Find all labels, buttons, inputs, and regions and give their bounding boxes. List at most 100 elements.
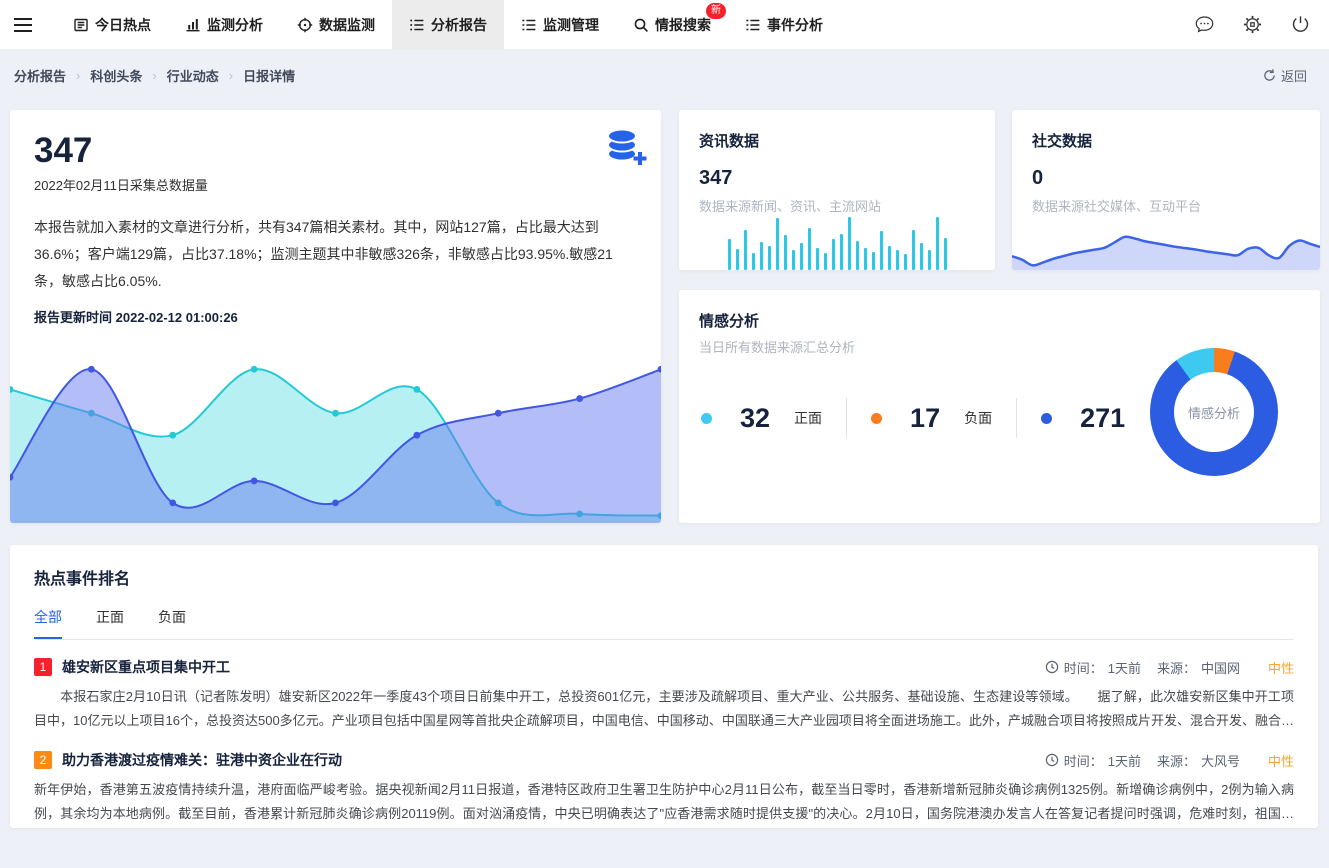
event-summary: 新年伊始，香港第五波疫情持续升温，港府面临严峻考验。据央视新闻2月11日报道，香… (34, 782, 1294, 821)
negative-count: 17 (910, 402, 941, 433)
collect-trend-area-chart (10, 365, 661, 523)
news-count: 347 (699, 167, 733, 189)
hot-events-ranking-card: 热点事件排名 全部 正面 负面 1 雄安新区重点项目集中开工 时间： 1天前 来源… (10, 545, 1318, 828)
message-icon[interactable] (1193, 14, 1215, 36)
event-meta: 时间： 1天前 来源： 大风号 中性 (1045, 751, 1294, 770)
bar (831, 239, 835, 270)
card-subtitle: 数据来源社交媒体、互动平台 (1032, 199, 1202, 214)
event-meta: 时间： 1天前 来源： 中国网 中性 (1045, 658, 1294, 677)
bar (759, 242, 763, 270)
bar (815, 248, 819, 270)
bar (743, 230, 747, 270)
sentiment-tag: 中性 (1267, 753, 1294, 769)
nav-item-label: 今日热点 (95, 16, 151, 33)
bar (847, 217, 851, 270)
sentiment-tag: 中性 (1267, 660, 1294, 676)
bar (863, 248, 867, 270)
breadcrumb-separator: › (76, 67, 81, 83)
negative-label: 负面 (964, 410, 993, 426)
bar (919, 243, 923, 270)
header-actions (1193, 14, 1329, 36)
bar (839, 234, 843, 270)
page-content: 分析报告 › 科创头条 › 行业动态 › 日报详情 返回 347 2022年02… (0, 50, 1329, 828)
card-subtitle: 当日所有数据来源汇总分析 (699, 340, 856, 355)
nav-item-intel-search[interactable]: 情报搜索 新 (616, 0, 728, 50)
nav-item-label: 情报搜索 (655, 16, 711, 33)
bar (871, 252, 875, 270)
stat-negative: 17 负面 (871, 403, 992, 434)
card-title: 社交数据 (1032, 133, 1093, 150)
nav-item-data-monitor[interactable]: 数据监测 (280, 0, 392, 50)
event-title[interactable]: 雄安新区重点项目集中开工 (62, 659, 230, 675)
news-data-card: 资讯数据 347 数据来源新闻、资讯、主流网站 (679, 110, 995, 270)
positive-count: 32 (740, 402, 771, 433)
total-count: 347 (34, 131, 93, 170)
breadcrumb-item[interactable]: 科创头条 (90, 68, 143, 84)
bar-chart-icon (185, 17, 201, 33)
nav-item-event-analysis[interactable]: 事件分析 (728, 0, 840, 50)
bar (823, 253, 827, 270)
target-icon (297, 17, 313, 33)
refresh-icon (1264, 68, 1275, 81)
bar (879, 231, 883, 270)
collect-date-label: 2022年02月11日采集总数据量 (34, 177, 208, 193)
card-title: 情感分析 (699, 313, 760, 330)
bar (735, 249, 739, 270)
tab-positive[interactable]: 正面 (96, 609, 124, 625)
search-icon (633, 17, 649, 33)
settings-gear-icon[interactable] (1241, 14, 1263, 36)
power-icon[interactable] (1289, 14, 1311, 36)
news-icon (73, 17, 89, 33)
nav-item-label: 监测管理 (543, 16, 599, 33)
breadcrumb-separator: › (152, 67, 157, 83)
report-list-icon (409, 17, 425, 33)
ranking-item: 2 助力香港渡过疫情难关：驻港中资企业在行动 时间： 1天前 来源： 大风号 中性 … (34, 750, 1294, 826)
bar (895, 250, 899, 270)
sentiment-analysis-card: 情感分析 当日所有数据来源汇总分析 32 正面 17 负面 271 中性 (679, 290, 1320, 523)
breadcrumb-item[interactable]: 行业动态 (166, 68, 219, 84)
breadcrumb: 分析报告 › 科创头条 › 行业动态 › 日报详情 返回 (0, 50, 1329, 100)
tab-all[interactable]: 全部 (34, 607, 62, 639)
clock-icon (1045, 753, 1058, 767)
nav-item-monitor-manage[interactable]: 监测管理 (504, 0, 616, 50)
neutral-dot (1041, 412, 1053, 424)
bar (751, 253, 755, 270)
bar (887, 246, 891, 270)
social-data-card: 社交数据 0 数据来源社交媒体、互动平台 (1012, 110, 1320, 270)
nav-item-label: 分析报告 (431, 16, 487, 33)
bar (807, 228, 811, 270)
rank-badge: 1 (34, 658, 52, 676)
breadcrumb-item[interactable]: 分析报告 (14, 68, 67, 84)
ranking-tabs: 全部 正面 负面 (34, 607, 1294, 640)
nav-item-hot-today[interactable]: 今日热点 (56, 0, 168, 50)
donut-center-label: 情感分析 (1174, 372, 1254, 452)
clock-icon (1045, 660, 1058, 674)
bar (799, 243, 803, 270)
event-title[interactable]: 助力香港渡过疫情难关：驻港中资企业在行动 (62, 752, 342, 768)
nav-item-analysis-report[interactable]: 分析报告 (392, 0, 504, 50)
card-subtitle: 数据来源新闻、资讯、主流网站 (699, 199, 882, 214)
tab-negative[interactable]: 负面 (158, 609, 186, 625)
nav-item-monitor-analysis[interactable]: 监测分析 (168, 0, 280, 50)
bar (935, 217, 939, 270)
menu-toggle-icon[interactable] (0, 0, 46, 50)
news-bar-chart (679, 214, 995, 270)
back-button[interactable]: 返回 (1263, 66, 1315, 85)
back-label: 返回 (1280, 68, 1307, 84)
ranking-title: 热点事件排名 (34, 571, 131, 588)
nav-item-label: 数据监测 (319, 16, 375, 33)
bar (903, 254, 907, 270)
breadcrumb-separator: › (228, 67, 234, 83)
bar (775, 218, 779, 270)
bar (767, 246, 771, 270)
daily-summary-card: 347 2022年02月11日采集总数据量 本报告就加入素材的文章进行分析，共有… (10, 110, 661, 523)
social-line-chart (1012, 235, 1320, 270)
neutral-count: 271 (1080, 402, 1126, 433)
positive-label: 正面 (794, 410, 823, 426)
nav-item-label: 监测分析 (207, 16, 263, 33)
positive-dot (701, 412, 712, 424)
report-description: 本报告就加入素材的文章进行分析，共有347篇相关素材。其中，网站127篇，占比最… (34, 218, 613, 289)
event-summary: 本报石家庄2月10日讯（记者陈发明）雄安新区2022年一季度43个项目日前集中开… (34, 689, 1294, 728)
bar (855, 241, 859, 270)
stat-positive: 32 正面 (701, 403, 822, 434)
